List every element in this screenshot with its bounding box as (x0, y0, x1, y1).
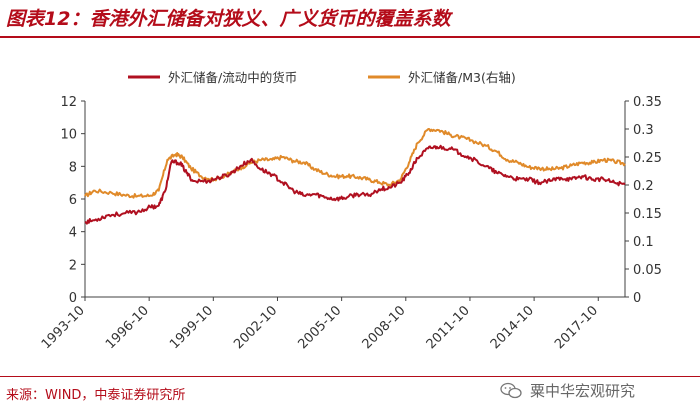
chart-plot (84, 128, 626, 225)
chart-axes: 0 2 4 6 8 10 12 0 0.05 0.1 0.15 0.2 0.25 0.3 0.35 1993-… (39, 95, 662, 352)
watermark: 粟中华宏观研究 (500, 380, 635, 401)
source-divider (0, 376, 700, 377)
y-right-tick-label: 0.15 (633, 207, 662, 222)
y-right-tick-label: 0.3 (633, 123, 654, 138)
x-tick-label: 2017-10 (552, 303, 601, 352)
y-left-tick-label: 6 (69, 193, 77, 208)
x-tick-label: 2014-10 (488, 303, 537, 352)
x-tick-label: 2011-10 (424, 303, 473, 352)
series-line-currency-ratio (84, 144, 626, 225)
y-left-tick-label: 4 (69, 226, 77, 241)
chart-legend: 外汇储备/流动中的货币 外汇储备/M3(右轴) (128, 70, 516, 85)
y-right-tick-label: 0.2 (633, 179, 654, 194)
x-tick-label: 1996-10 (103, 303, 152, 352)
series-line-m3-ratio (84, 128, 626, 199)
x-tick-label: 1999-10 (167, 303, 216, 352)
y-left-tick-label: 0 (69, 291, 77, 306)
y-right-tick-label: 0 (633, 291, 641, 306)
y-left-tick-label: 12 (60, 95, 77, 110)
watermark-text: 粟中华宏观研究 (530, 382, 636, 400)
y-left-tick-label: 10 (60, 128, 77, 143)
y-right-tick-label: 0.05 (633, 263, 662, 278)
x-tick-label: 1993-10 (39, 303, 88, 352)
x-tick-label: 2002-10 (231, 303, 280, 352)
chart-area: 外汇储备/流动中的货币 外汇储备/M3(右轴) 0 2 4 6 8 10 12 0 0.05 0.… (39, 70, 662, 352)
y-left-tick-label: 8 (69, 160, 77, 175)
source-note: 来源：WIND，中泰证券研究所 (6, 388, 186, 403)
x-tick-label: 2008-10 (360, 303, 409, 352)
y-right-tick-label: 0.25 (633, 151, 662, 166)
y-right-tick-label: 0.1 (633, 235, 654, 250)
title-divider (0, 36, 700, 38)
x-tick-label: 2005-10 (295, 303, 344, 352)
y-right-tick-label: 0.35 (633, 95, 662, 110)
page-title: 图表12：香港外汇储备对狭义、广义货币的覆盖系数 (6, 8, 451, 30)
legend-label-series-1: 外汇储备/流动中的货币 (168, 70, 297, 85)
wechat-icon (500, 382, 522, 398)
y-left-tick-label: 2 (69, 258, 77, 273)
legend-label-series-2: 外汇储备/M3(右轴) (408, 70, 516, 85)
